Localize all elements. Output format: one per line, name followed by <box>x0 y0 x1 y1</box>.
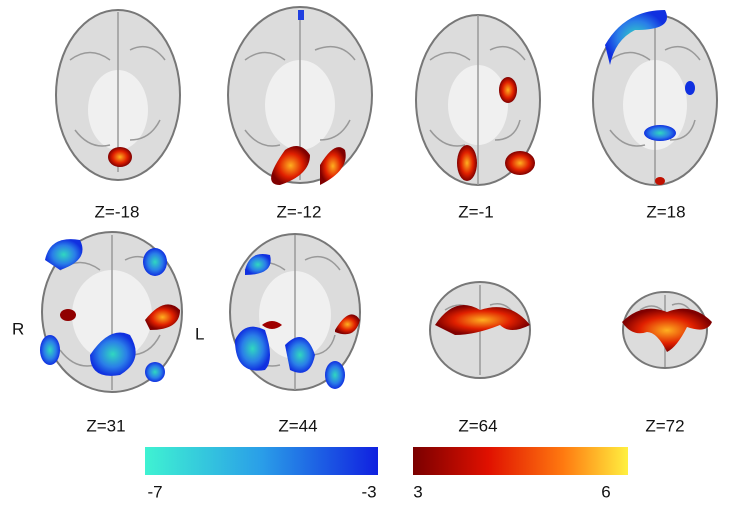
slice-label: Z=-18 <box>95 202 140 221</box>
slice-label: Z=-1 <box>458 202 493 221</box>
orientation-label: R <box>12 319 24 338</box>
colorbar-label: 6 <box>601 482 610 501</box>
slice-label: Z=18 <box>646 202 685 221</box>
slice-label: Z=31 <box>86 416 125 435</box>
colorbar-negative <box>145 447 378 475</box>
brain-slice <box>227 6 373 185</box>
brain-slice <box>429 281 531 379</box>
brain-slice <box>40 231 183 393</box>
orientation-label: L <box>195 324 204 343</box>
brain-slice <box>592 10 718 186</box>
colorbar-label: -3 <box>361 482 376 501</box>
slice-label: Z=44 <box>278 416 317 435</box>
slice-label: Z=72 <box>645 416 684 435</box>
brain-slice <box>622 291 712 369</box>
brain-slice <box>229 233 361 391</box>
slice-label: Z=-12 <box>277 202 322 221</box>
brain-slice <box>55 9 181 181</box>
slice-label: Z=64 <box>458 416 497 435</box>
colorbar-label: 3 <box>413 482 422 501</box>
brain-slice <box>415 14 541 186</box>
colorbar-label: -7 <box>147 482 162 501</box>
colorbar-positive <box>413 447 628 475</box>
